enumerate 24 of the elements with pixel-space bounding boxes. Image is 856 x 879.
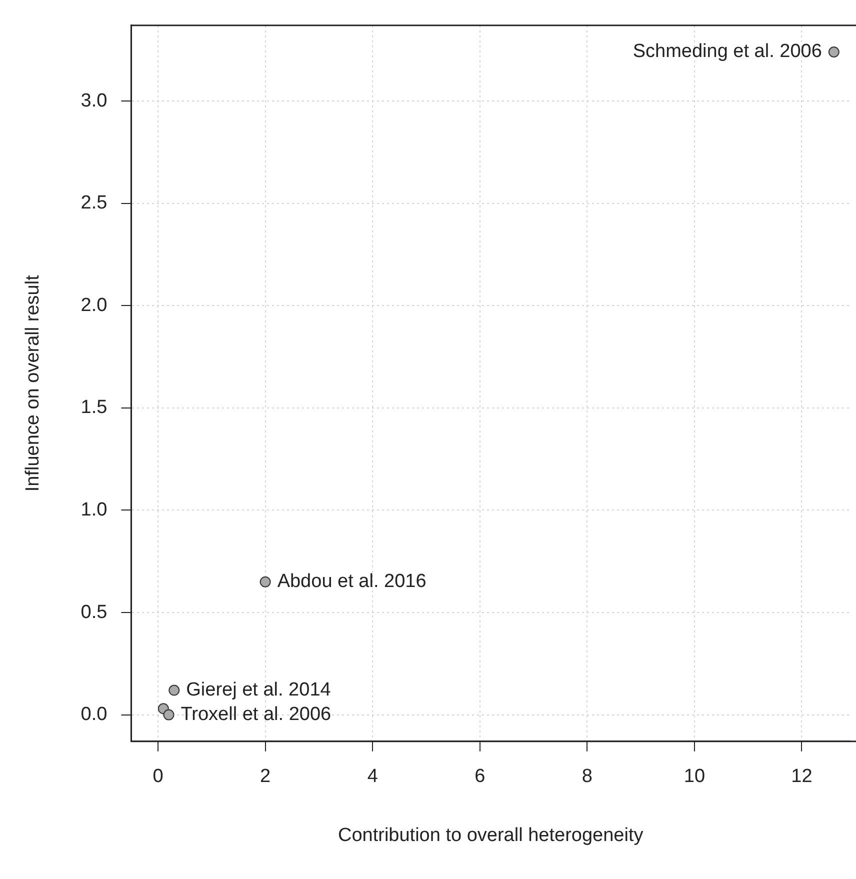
x-tick-label: 10	[684, 766, 706, 788]
y-tick-label: 3.0	[80, 90, 108, 112]
x-tick-label: 2	[260, 766, 271, 788]
point	[828, 46, 840, 58]
y-tick-label: 0.0	[80, 704, 108, 726]
y-tick-label: 1.5	[80, 397, 108, 418]
y-tick-label: 2.0	[80, 294, 108, 316]
point	[260, 576, 271, 588]
x-tick-label: 4	[367, 766, 378, 788]
y-axis-title: Influence on overall result	[22, 274, 44, 492]
point	[168, 684, 180, 696]
point	[163, 709, 174, 720]
annotation: Gierej et al. 2014	[186, 679, 332, 700]
y-tick-label: 0.5	[80, 602, 108, 623]
annotation: Troxell et al. 2006	[180, 704, 332, 726]
y-tick-label: 2.5	[80, 192, 108, 214]
x-tick-label: 6	[474, 766, 486, 788]
annotation: Schmeding et al. 2006	[632, 41, 822, 62]
annotation: Abdou et al. 2016	[277, 571, 426, 592]
x-tick-label: 8	[582, 766, 592, 788]
y-tick-label: 1.0	[80, 499, 108, 520]
x-axis-title: Contribution to overall heterogeneity	[338, 824, 644, 846]
x-tick-label: 12	[791, 766, 812, 788]
x-tick-label: 0	[152, 766, 164, 788]
